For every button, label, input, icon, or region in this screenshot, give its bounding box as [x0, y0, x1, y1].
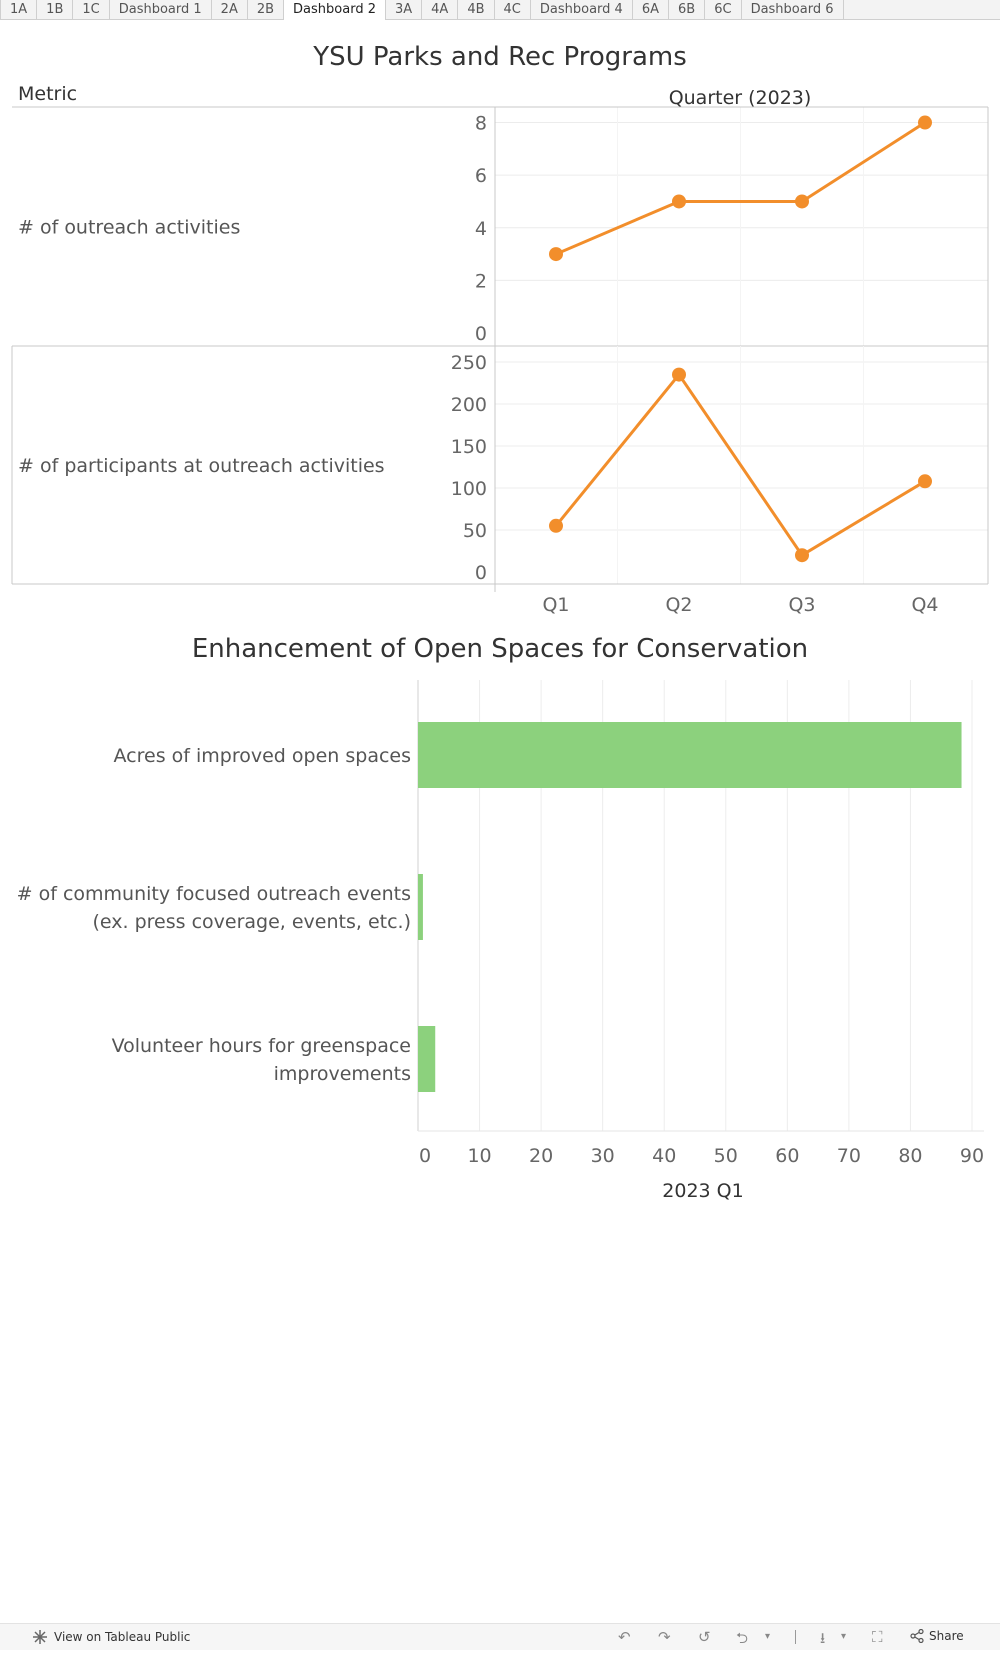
x-tick-label: Q2: [665, 594, 692, 616]
y-tick-label: 50: [463, 520, 487, 542]
tab-dashboard-6[interactable]: Dashboard 6: [741, 0, 844, 19]
toolbar-divider: [795, 1630, 796, 1644]
data-point: [549, 247, 563, 262]
x-tick-label: Q3: [788, 594, 815, 616]
x-tick-label: 10: [467, 1145, 491, 1167]
tab-4b[interactable]: 4B: [458, 0, 495, 19]
data-point: [795, 194, 809, 209]
bar-category-label: (ex. press coverage, events, etc.): [93, 911, 412, 933]
bar-category-label: Acres of improved open spaces: [114, 745, 411, 767]
bar-chart: 0 10 20 30 40 50 60 70 80 90 2023 Q1 Acres of impro…: [17, 680, 984, 1202]
bar: [418, 722, 962, 788]
section-title: Enhancement of Open Spaces for Conservat…: [191, 634, 809, 664]
chevron-down-icon[interactable]: ▾: [841, 1631, 847, 1642]
fullscreen-icon[interactable]: ⛶: [872, 1628, 883, 1646]
undo-icon[interactable]: ↶: [618, 1628, 631, 1646]
x-tick-label: 70: [837, 1145, 861, 1167]
tab-6c[interactable]: 6C: [705, 0, 742, 19]
bar: [418, 1026, 436, 1092]
download-icon[interactable]: ⭳: [820, 1629, 826, 1647]
tab-1b[interactable]: 1B: [37, 0, 74, 19]
y-tick-label: 8: [475, 113, 487, 135]
tab-3a[interactable]: 3A: [385, 0, 423, 19]
share-icon: [910, 1629, 924, 1643]
view-on-tableau-link[interactable]: View on Tableau Public: [32, 1629, 190, 1645]
y-tick-label: 100: [451, 478, 487, 500]
tab-4c[interactable]: 4C: [494, 0, 531, 19]
x-tick-label: 50: [714, 1145, 738, 1167]
x-tick-label: 30: [591, 1145, 615, 1167]
sheet-tab-bar: 1A 1B 1C Dashboard 1 2A 2B Dashboard 2 3A 4A 4B 4C…: [0, 0, 1000, 20]
y-tick-label: 200: [451, 394, 487, 416]
x-tick-label: 20: [529, 1145, 553, 1167]
column-header-label: Quarter (2023): [669, 87, 812, 109]
x-tick-label: Q4: [911, 594, 938, 616]
y-tick-label: 2: [475, 270, 487, 292]
bar-category-label: improvements: [274, 1063, 411, 1085]
tab-dashboard-2[interactable]: Dashboard 2: [284, 0, 386, 20]
refresh-icon[interactable]: ⮌: [736, 1629, 749, 1647]
bottom-toolbar: View on Tableau Public ↶ ↷ ↺ ⮌ ▾ ⭳ ▾ ⛶ S…: [0, 1623, 1000, 1650]
tab-1a[interactable]: 1A: [0, 0, 38, 19]
redo-icon[interactable]: ↷: [658, 1628, 671, 1646]
data-point: [795, 548, 809, 563]
x-tick-label: Q1: [542, 594, 569, 616]
tab-dashboard-1[interactable]: Dashboard 1: [109, 0, 212, 19]
share-label: Share: [929, 1629, 964, 1643]
revert-icon[interactable]: ↺: [698, 1628, 711, 1646]
y-tick-label: 0: [475, 323, 487, 345]
x-tick-label: 0: [419, 1145, 431, 1167]
series-line: [554, 372, 926, 558]
x-tick-label: 90: [960, 1145, 984, 1167]
bar-category-label: # of community focused outreach events: [17, 883, 411, 905]
x-tick-label: 40: [652, 1145, 676, 1167]
y-tick-label: 250: [451, 352, 487, 374]
view-on-tableau-label: View on Tableau Public: [54, 1630, 191, 1644]
y-tick-label: 6: [475, 165, 487, 187]
data-point: [672, 367, 686, 382]
bar: [418, 874, 423, 940]
chevron-down-icon[interactable]: ▾: [765, 1631, 771, 1642]
dashboard-title: YSU Parks and Rec Programs: [313, 42, 687, 72]
tab-6a[interactable]: 6A: [632, 0, 669, 19]
data-point: [549, 518, 563, 533]
y-tick-label: 150: [451, 436, 487, 458]
tab-6b[interactable]: 6B: [669, 0, 706, 19]
y-tick-label: 0: [475, 562, 487, 584]
tab-2b[interactable]: 2B: [247, 0, 285, 19]
tab-1c[interactable]: 1C: [73, 0, 110, 19]
data-point: [918, 474, 932, 489]
series-line: [555, 121, 926, 256]
row-label: # of participants at outreach activities: [18, 455, 385, 477]
x-tick-label: 80: [898, 1145, 922, 1167]
tab-dashboard-4[interactable]: Dashboard 4: [530, 0, 633, 19]
x-tick-label: 60: [775, 1145, 799, 1167]
tableau-logo-icon: [33, 1630, 47, 1644]
tab-4a[interactable]: 4A: [422, 0, 459, 19]
row-label: # of outreach activities: [18, 217, 240, 239]
row-header-label: Metric: [18, 83, 77, 105]
data-point: [918, 115, 932, 130]
tab-2a[interactable]: 2A: [211, 0, 248, 19]
bar-category-label: Volunteer hours for greenspace: [112, 1035, 411, 1057]
line-chart: Metric Quarter (2023) 0 2 4 6 8 # of outreach a…: [11, 83, 989, 616]
data-point: [672, 194, 686, 209]
y-tick-label: 4: [475, 218, 487, 240]
x-axis-title: 2023 Q1: [662, 1180, 743, 1202]
share-button[interactable]: Share: [910, 1629, 964, 1643]
